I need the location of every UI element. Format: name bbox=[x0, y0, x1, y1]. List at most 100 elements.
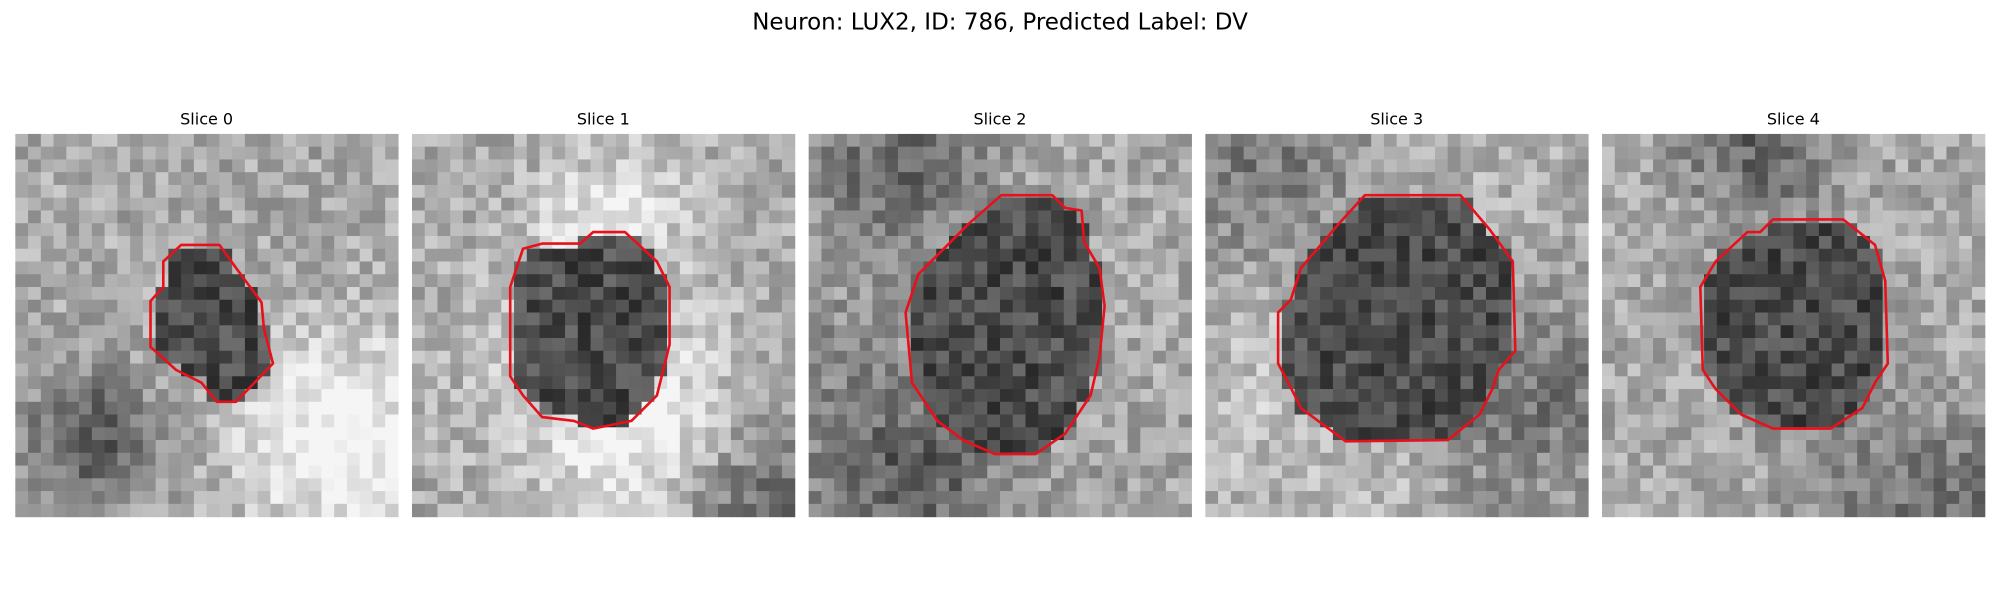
pixel bbox=[1051, 210, 1065, 224]
pixel bbox=[1602, 389, 1616, 403]
pixel bbox=[565, 338, 579, 352]
pixel bbox=[1920, 184, 1935, 199]
pixel bbox=[1716, 312, 1731, 326]
pixel bbox=[1946, 299, 1960, 314]
pixel bbox=[130, 159, 144, 173]
pixel bbox=[244, 325, 259, 339]
pixel bbox=[1332, 376, 1347, 390]
pixel bbox=[181, 478, 195, 492]
pixel bbox=[987, 274, 1001, 288]
pixel bbox=[283, 350, 297, 365]
pixel bbox=[488, 440, 502, 454]
pixel bbox=[1165, 338, 1180, 352]
pixel bbox=[1485, 210, 1500, 224]
pixel bbox=[1614, 172, 1629, 186]
pixel bbox=[1704, 401, 1718, 416]
pixel bbox=[40, 133, 55, 148]
pixel bbox=[334, 478, 348, 492]
pixel bbox=[1678, 146, 1692, 161]
pixel bbox=[641, 235, 655, 250]
pixel bbox=[1140, 197, 1154, 212]
pixel bbox=[1038, 299, 1052, 314]
pixel bbox=[1243, 440, 1257, 454]
pixel bbox=[769, 172, 783, 186]
pixel bbox=[1434, 286, 1449, 301]
pixel bbox=[1320, 133, 1334, 148]
pixel bbox=[232, 465, 246, 479]
pixel bbox=[501, 210, 515, 224]
pixel bbox=[552, 465, 566, 479]
pixel bbox=[565, 363, 579, 377]
pixel bbox=[308, 312, 323, 326]
pixel bbox=[1218, 440, 1232, 454]
pixel bbox=[667, 172, 681, 186]
pixel bbox=[743, 338, 757, 352]
pixel bbox=[705, 312, 719, 326]
pixel bbox=[79, 478, 93, 492]
pixel bbox=[206, 184, 220, 199]
pixel bbox=[142, 478, 157, 492]
pixel bbox=[705, 414, 719, 428]
pixel bbox=[1102, 491, 1116, 505]
pixel bbox=[1396, 478, 1411, 492]
pixel bbox=[283, 503, 297, 518]
pixel bbox=[1063, 389, 1078, 403]
pixel bbox=[1742, 235, 1756, 250]
pixel bbox=[859, 440, 874, 454]
pixel bbox=[1946, 376, 1960, 390]
pixel bbox=[450, 491, 464, 505]
pixel bbox=[463, 414, 477, 428]
pixel bbox=[1575, 401, 1589, 416]
pixel bbox=[1256, 401, 1270, 416]
pixel bbox=[372, 159, 386, 173]
pixel bbox=[897, 286, 912, 301]
pixel bbox=[1012, 325, 1027, 339]
pixel bbox=[1114, 197, 1129, 212]
pixel bbox=[1281, 478, 1296, 492]
pixel bbox=[130, 133, 144, 148]
pixel bbox=[1178, 223, 1192, 237]
pixel bbox=[1012, 440, 1027, 454]
pixel bbox=[514, 299, 528, 314]
pixel bbox=[1729, 159, 1743, 173]
pixel bbox=[1243, 414, 1257, 428]
pixel bbox=[463, 440, 477, 454]
pixel bbox=[1882, 210, 1897, 224]
pixel bbox=[1218, 261, 1232, 275]
pixel bbox=[1256, 172, 1270, 186]
pixel bbox=[244, 363, 259, 377]
pixel bbox=[1153, 312, 1167, 326]
pixel bbox=[1269, 478, 1283, 492]
pixel bbox=[616, 235, 630, 250]
pixel bbox=[1602, 338, 1616, 352]
pixel bbox=[232, 440, 246, 454]
pixel bbox=[1946, 286, 1960, 301]
pixel bbox=[15, 299, 29, 314]
pixel bbox=[346, 350, 361, 365]
pixel bbox=[1127, 414, 1141, 428]
pixel bbox=[411, 299, 426, 314]
pixel bbox=[526, 286, 541, 301]
pixel bbox=[730, 338, 745, 352]
pixel bbox=[1498, 248, 1513, 263]
pixel bbox=[808, 261, 823, 275]
image-panel: Slice 4 bbox=[1602, 109, 1986, 518]
pixel bbox=[359, 503, 374, 518]
pixel bbox=[1844, 172, 1858, 186]
pixel bbox=[1230, 299, 1245, 314]
pixel bbox=[1498, 427, 1513, 441]
pixel bbox=[1665, 223, 1680, 237]
pixel bbox=[372, 197, 386, 212]
pixel bbox=[463, 248, 477, 263]
pixel bbox=[53, 274, 67, 288]
pixel bbox=[1000, 261, 1014, 275]
pixel bbox=[834, 465, 848, 479]
pixel bbox=[910, 363, 925, 377]
pixel bbox=[1358, 389, 1372, 403]
pixel bbox=[1716, 350, 1731, 365]
pixel bbox=[450, 401, 464, 416]
pixel bbox=[756, 452, 770, 467]
pixel bbox=[1780, 325, 1794, 339]
pixel bbox=[1653, 248, 1667, 263]
pixel bbox=[372, 401, 386, 416]
